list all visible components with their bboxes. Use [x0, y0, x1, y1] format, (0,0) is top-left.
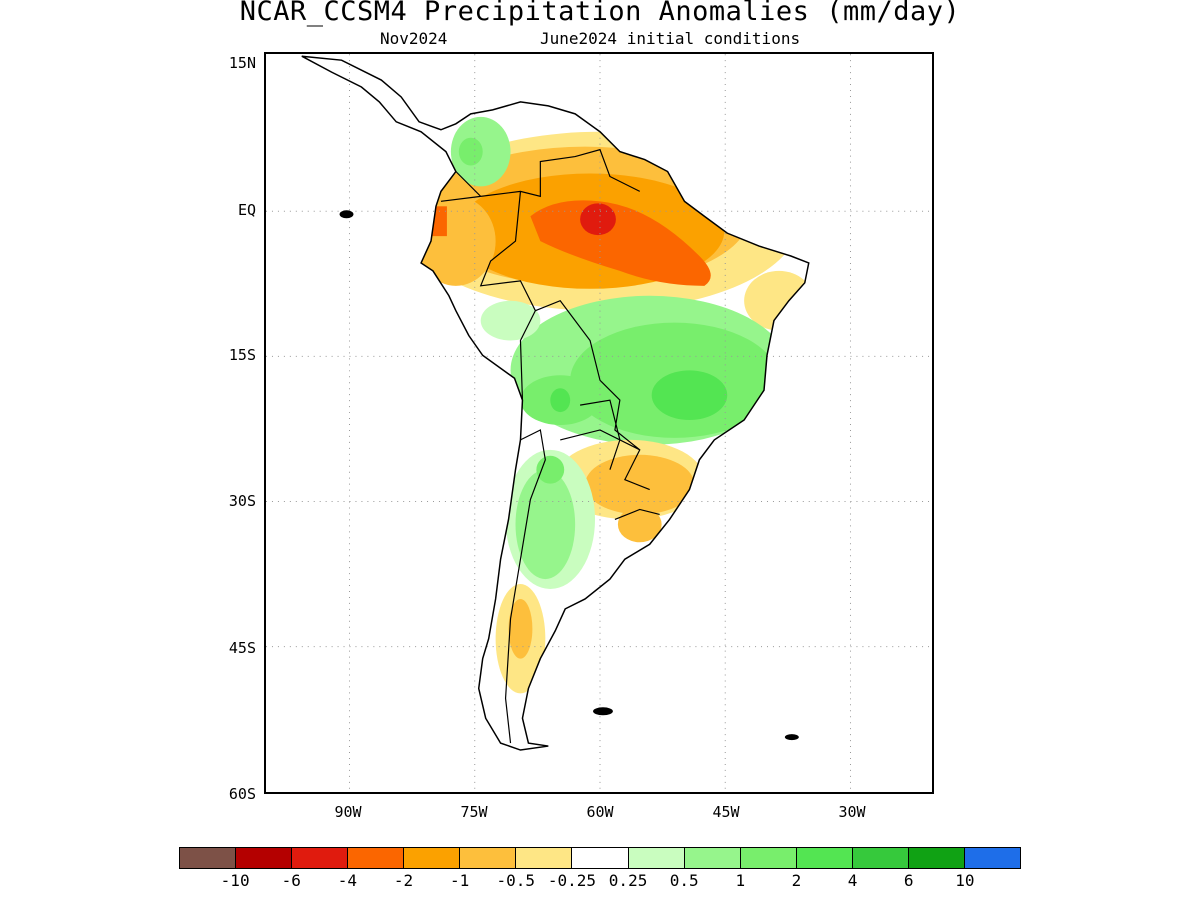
lon-label-60w: 60W	[586, 803, 614, 821]
lat-label-eq: EQ	[237, 201, 256, 219]
lat-label-15s: 15S	[228, 346, 256, 364]
precipitation-anomaly-map	[264, 52, 934, 794]
map-title: NCAR_CCSM4 Precipitation Anomalies (mm/d…	[239, 0, 961, 27]
lon-label-45w: 45W	[712, 803, 740, 821]
color-scale-bar	[179, 847, 1021, 869]
color-scale-tick-label: 10	[955, 871, 975, 890]
color-scale-tick-label: 0.25	[608, 871, 648, 890]
color-scale-swatch	[740, 848, 797, 868]
color-scale-swatch	[852, 848, 909, 868]
lon-label-75w: 75W	[460, 803, 488, 821]
islands	[339, 210, 799, 741]
color-scale-tick-label: -0.5	[496, 871, 536, 890]
lat-label-45s: 45S	[228, 639, 256, 657]
color-scale-swatch	[292, 848, 349, 868]
color-scale-swatch	[964, 848, 1020, 868]
color-scale-swatch	[908, 848, 965, 868]
color-scale-swatch	[236, 848, 293, 868]
color-scale-tick-label: -2	[393, 871, 414, 890]
graticule	[266, 54, 932, 792]
color-scale-swatch	[684, 848, 741, 868]
color-scale-tick-label: -10	[220, 871, 250, 890]
color-scale-swatch	[796, 848, 853, 868]
color-scale-tick-label: 0.5	[669, 871, 699, 890]
country-borders	[440, 148, 660, 744]
color-scale-swatch	[572, 848, 629, 868]
valid-month-label: Nov2024	[380, 29, 448, 48]
color-scale-tick-label: -0.25	[547, 871, 596, 890]
color-scale-tick-label: 4	[847, 871, 858, 890]
lon-label-30w: 30W	[838, 803, 866, 821]
lat-label-60s: 60S	[228, 785, 256, 803]
initial-conditions-label: June2024 initial conditions	[540, 29, 801, 48]
color-scale-swatch	[180, 848, 237, 868]
color-scale-tick-label: -1	[450, 871, 470, 890]
color-scale-swatch	[460, 848, 517, 868]
lat-label-15n: 15N	[228, 54, 256, 72]
color-scale-tick-label: -6	[281, 871, 301, 890]
color-scale-swatch	[404, 848, 461, 868]
color-scale-swatch	[516, 848, 573, 868]
color-scale-tick-label: 1	[735, 871, 746, 890]
map-canvas	[266, 54, 932, 792]
color-scale-tick-label: 6	[903, 871, 914, 890]
color-scale-tick-label: 2	[791, 871, 802, 890]
anomaly-shading	[401, 116, 809, 694]
color-scale-tick-label: -4	[337, 871, 358, 890]
color-scale-swatch	[628, 848, 685, 868]
color-scale-swatch	[348, 848, 405, 868]
lon-label-90w: 90W	[334, 803, 362, 821]
lat-label-30s: 30S	[228, 492, 256, 510]
coastline	[301, 55, 810, 751]
